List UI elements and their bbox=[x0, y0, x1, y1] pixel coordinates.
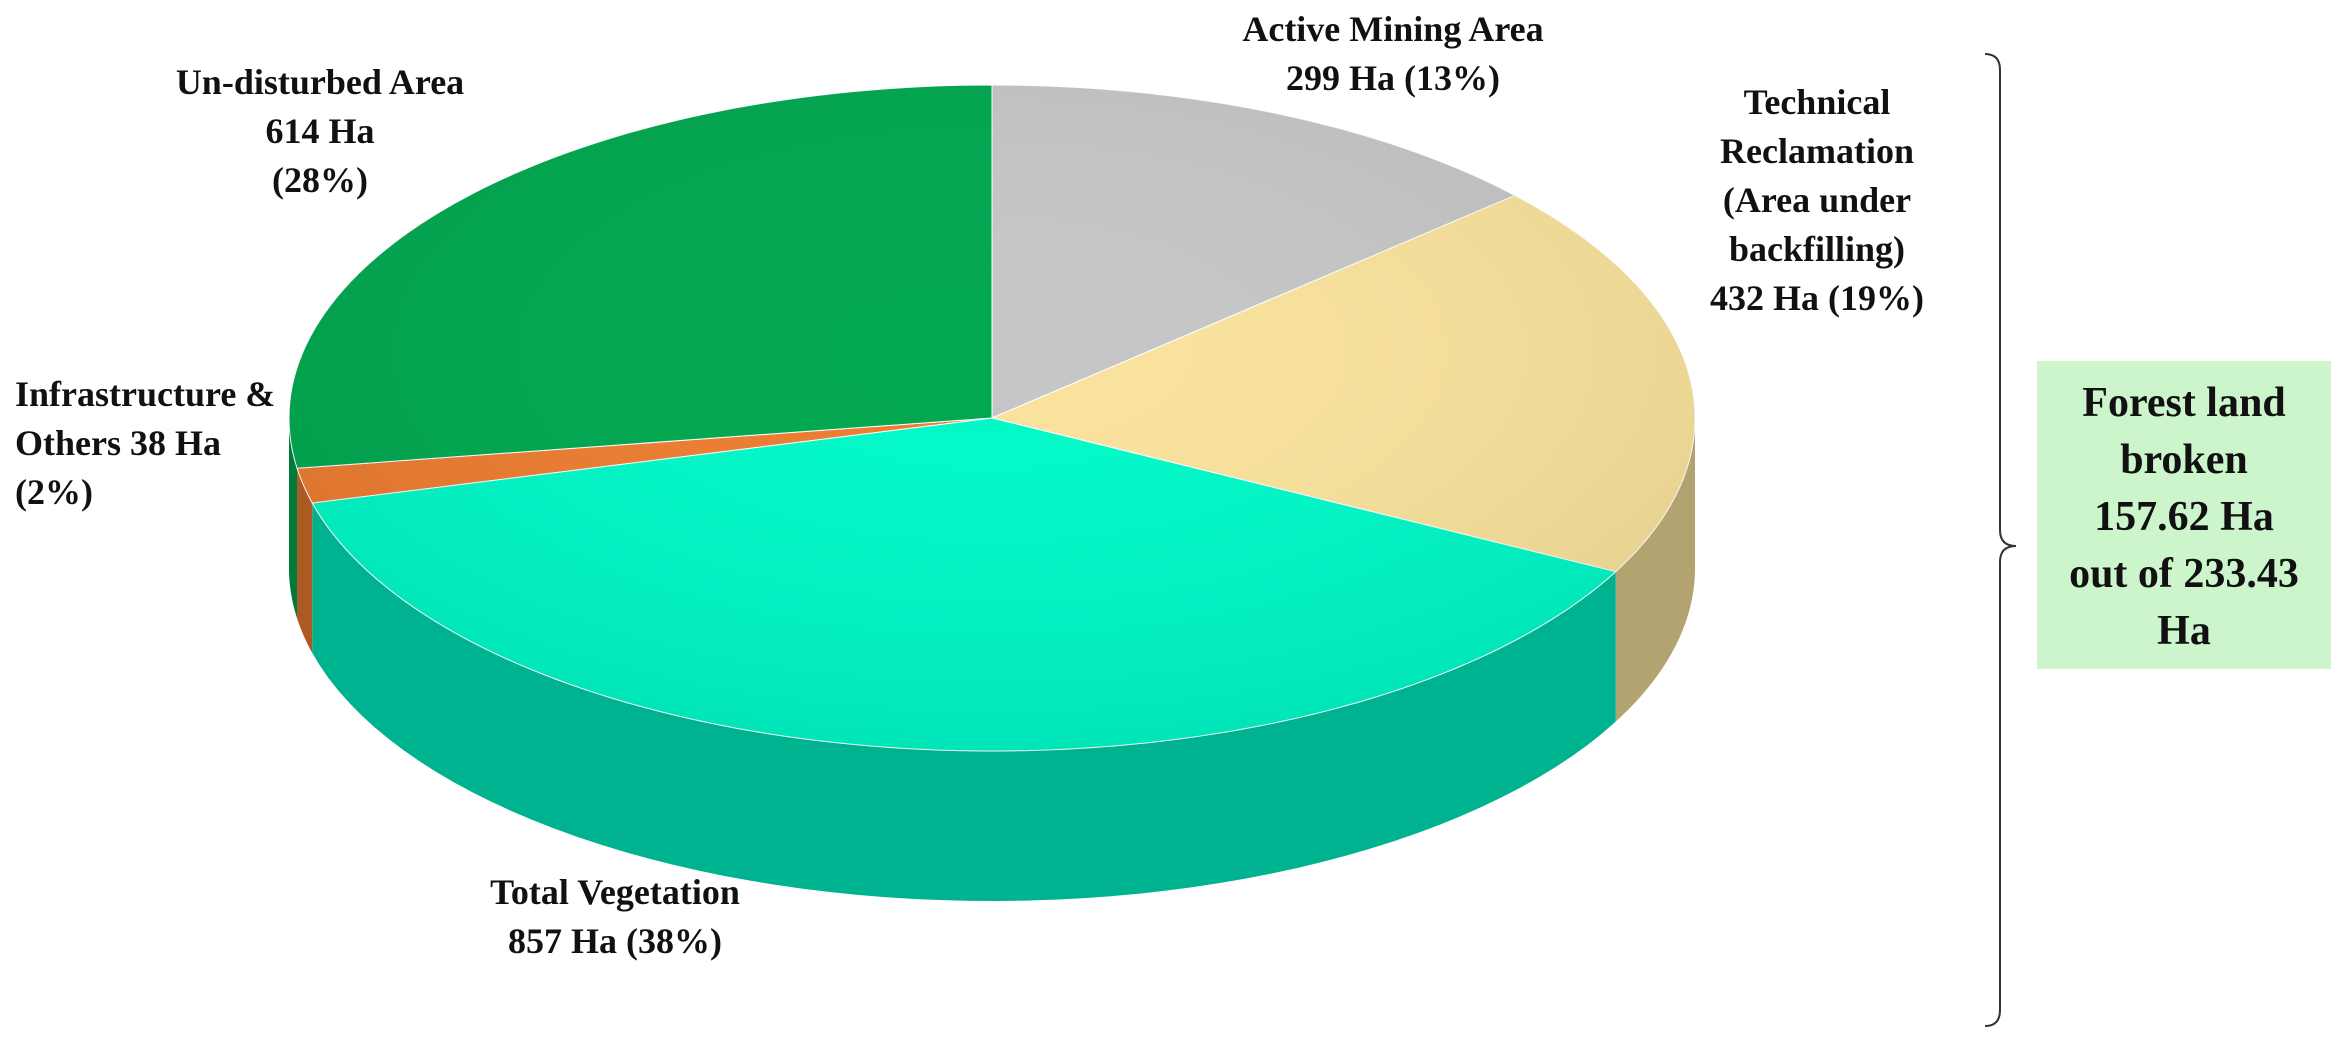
slice-name: Technical Reclamation (Area under backfi… bbox=[1720, 82, 1914, 269]
slice-name: Un-disturbed Area bbox=[175, 62, 465, 102]
slice-value: 38 Ha (2%) bbox=[15, 423, 221, 512]
slice-label: Active Mining Area 299 Ha (13%) bbox=[1193, 5, 1593, 103]
slice-value: 857 Ha (38%) bbox=[508, 921, 722, 961]
slice-label: Technical Reclamation (Area under backfi… bbox=[1687, 78, 1947, 323]
slice-value: 299 Ha (13%) bbox=[1286, 58, 1500, 98]
pie bbox=[288, 84, 1696, 901]
slice-value: 614 Ha (28%) bbox=[265, 111, 375, 200]
annotation: Forest land broken 157.62 Ha out of 233.… bbox=[2037, 361, 2331, 669]
slice-name: Active Mining Area bbox=[1242, 9, 1544, 49]
slice-label: Infrastructure & Others 38 Ha (2%) bbox=[15, 370, 305, 517]
slice-value: 432 Ha (19%) bbox=[1710, 278, 1924, 318]
slice-label: Total Vegetation 857 Ha (38%) bbox=[415, 868, 815, 966]
brace bbox=[1984, 53, 2017, 1027]
slice-name: Total Vegetation bbox=[490, 872, 740, 912]
slice-name: Infrastructure & Others bbox=[15, 374, 276, 463]
slice-label: Un-disturbed Area 614 Ha (28%) bbox=[150, 58, 490, 205]
slice-side bbox=[312, 502, 1616, 901]
